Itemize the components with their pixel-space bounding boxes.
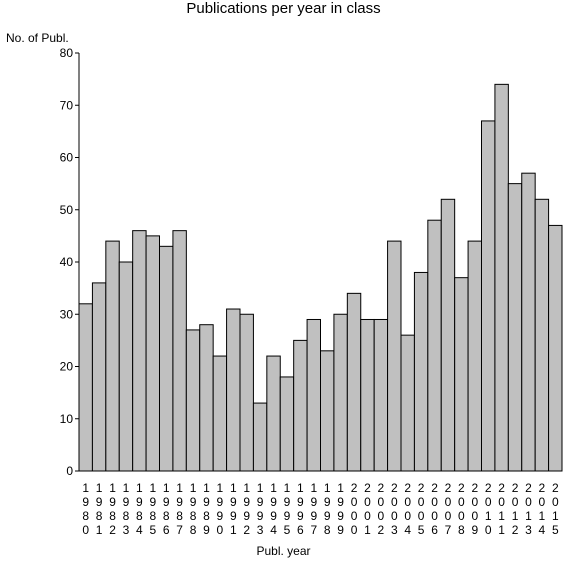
bar-2014 bbox=[534, 198, 550, 472]
bar-2001 bbox=[360, 318, 375, 472]
bar-1996 bbox=[293, 339, 308, 472]
bar-1985 bbox=[145, 235, 161, 472]
x-axis-label: Publ. year bbox=[256, 544, 311, 558]
bar-2007 bbox=[440, 198, 456, 472]
x-axis: 1 9 8 0 1 9 8 1 1 9 8 2 1 9 8 3 1 9 8 4 1 9 8 5 1 9 8 6 1 9 8 7 1 9 8 8 1 9 8 9… bbox=[79, 470, 562, 537]
y-tick-label-80: 80 bbox=[60, 46, 74, 60]
bar-2005 bbox=[413, 271, 429, 472]
bar-2002 bbox=[373, 318, 389, 472]
bar-2015 bbox=[548, 224, 563, 472]
bar-1997 bbox=[306, 318, 321, 472]
bar-1982 bbox=[105, 240, 120, 472]
y-tick-label-0: 0 bbox=[66, 464, 73, 478]
bar-2004 bbox=[400, 334, 415, 472]
bar-1986 bbox=[159, 245, 174, 472]
y-tick-label-30: 30 bbox=[60, 307, 74, 321]
bar-2000 bbox=[346, 292, 362, 472]
bar-1999 bbox=[333, 313, 348, 472]
bar-1998 bbox=[320, 350, 335, 472]
bar-1994 bbox=[266, 355, 281, 472]
y-axis-label: No. of Publ. bbox=[6, 31, 69, 45]
y-tick-label-40: 40 bbox=[60, 255, 74, 269]
bar-2006 bbox=[427, 219, 442, 472]
y-tick-label-20: 20 bbox=[60, 360, 74, 374]
y-tick-label-60: 60 bbox=[60, 151, 74, 165]
bar-2011 bbox=[494, 83, 509, 472]
bar-2008 bbox=[454, 277, 469, 472]
bar-1992 bbox=[239, 313, 254, 472]
bar-1989 bbox=[199, 324, 214, 472]
bar-2012 bbox=[507, 183, 523, 472]
bar-1993 bbox=[252, 402, 268, 472]
y-tick-label-10: 10 bbox=[60, 412, 74, 426]
bar-1988 bbox=[185, 329, 201, 472]
bar-1983 bbox=[118, 261, 134, 472]
bar-1990 bbox=[212, 355, 228, 472]
bar-1984 bbox=[132, 230, 147, 472]
bar-1987 bbox=[172, 230, 187, 472]
bar-1995 bbox=[279, 376, 295, 472]
chart-title: Publications per year in class bbox=[186, 0, 381, 17]
bar-2009 bbox=[467, 240, 482, 472]
bars-group bbox=[78, 83, 563, 472]
bar-2013 bbox=[521, 172, 536, 472]
bar-1981 bbox=[91, 282, 107, 472]
y-axis: 0 10 20 30 40 50 60 70 80 bbox=[60, 46, 80, 478]
bar-2003 bbox=[387, 240, 402, 472]
bar-1991 bbox=[226, 308, 241, 472]
y-tick-label-70: 70 bbox=[60, 98, 74, 112]
bar-1980 bbox=[78, 303, 93, 472]
y-tick-label-50: 50 bbox=[60, 203, 74, 217]
bar-2010 bbox=[481, 120, 496, 472]
